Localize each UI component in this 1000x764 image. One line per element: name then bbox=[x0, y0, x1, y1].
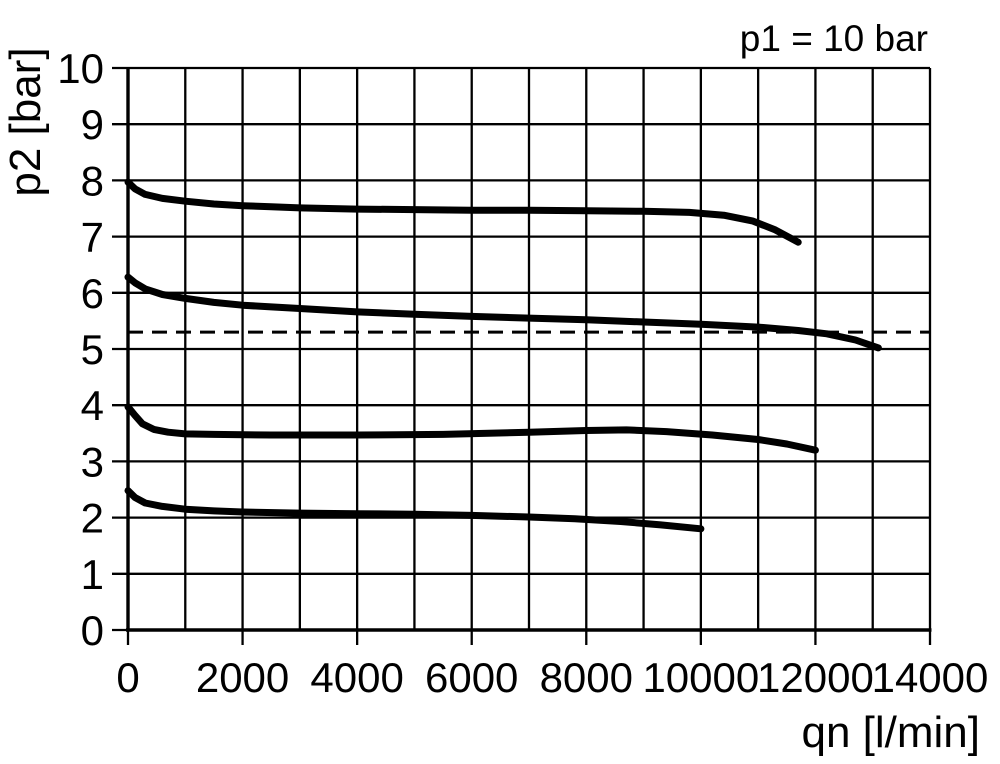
x-tick-label: 6000 bbox=[425, 654, 518, 701]
y-tick-label: 8 bbox=[81, 157, 104, 204]
x-tick-label: 0 bbox=[116, 654, 139, 701]
y-tick-labels: 0 1 2 3 4 5 6 7 8 9 10 bbox=[57, 45, 104, 654]
y-tick-label: 4 bbox=[81, 382, 104, 429]
x-tick-label: 2000 bbox=[196, 654, 289, 701]
curve-set-7.5-bar bbox=[124, 178, 802, 246]
x-tick-label: 8000 bbox=[540, 654, 633, 701]
y-tick-label: 2 bbox=[81, 495, 104, 542]
curve-set-5.5-bar bbox=[124, 273, 882, 352]
x-tick-label: 14000 bbox=[872, 654, 989, 701]
p1-annotation: p1 = 10 bar bbox=[740, 18, 928, 59]
x-axis-label: qn [l/min] bbox=[801, 708, 980, 757]
y-tick-label: 3 bbox=[81, 438, 104, 485]
curves bbox=[124, 178, 882, 533]
curve-set-2-bar bbox=[124, 487, 705, 533]
x-tick-label: 4000 bbox=[310, 654, 403, 701]
y-tick-label: 1 bbox=[81, 551, 104, 598]
axis-lines bbox=[126, 67, 932, 632]
y-tick-label: 5 bbox=[81, 326, 104, 373]
y-tick-label: 7 bbox=[81, 214, 104, 261]
y-tick-label: 10 bbox=[57, 45, 104, 92]
grid-lines bbox=[112, 66, 932, 632]
y-tick-label: 9 bbox=[81, 101, 104, 148]
y-axis-label: p2 [bar] bbox=[1, 47, 50, 196]
y-tick-label: 0 bbox=[81, 607, 104, 654]
x-tick-label: 12000 bbox=[757, 654, 874, 701]
x-tick-label: 10000 bbox=[642, 654, 759, 701]
axis-tick-marks bbox=[126, 630, 932, 645]
y-tick-label: 6 bbox=[81, 270, 104, 317]
curve-set-3.5-bar bbox=[124, 403, 819, 454]
